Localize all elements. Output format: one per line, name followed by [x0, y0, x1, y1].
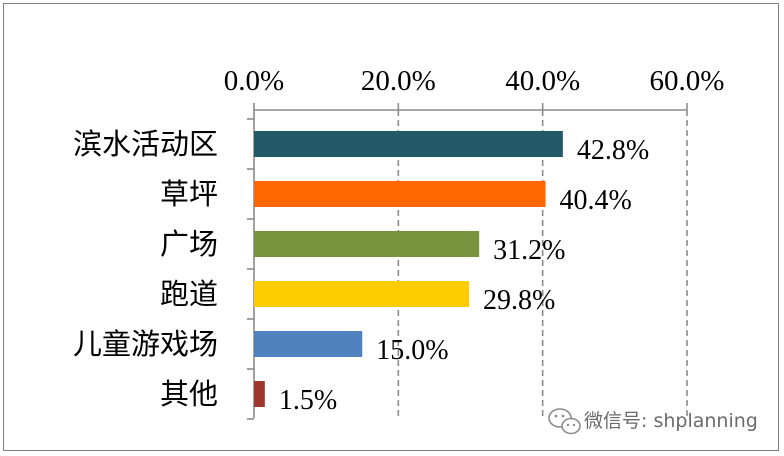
- watermark-text: 微信号: shplanning: [584, 410, 758, 432]
- value-label-2: 31.2%: [493, 235, 565, 266]
- value-label-3: 29.8%: [483, 285, 555, 316]
- wechat-icon: [548, 408, 581, 435]
- bar-5: [254, 381, 265, 407]
- value-label-1: 40.4%: [560, 185, 632, 216]
- labels: 滨水活动区 42.8% 草坪 40.4% 广场 31.2% 跑道 29.8% 儿童游戏场 15.0…: [73, 127, 649, 416]
- axes: 0.0% 20.0% 40.0% 60.0%: [224, 65, 725, 420]
- x-tick-label-2: 40.0%: [505, 65, 580, 97]
- bar-0: [254, 131, 563, 157]
- bar-3: [254, 281, 470, 307]
- bar-4: [254, 331, 363, 357]
- value-label-5: 1.5%: [279, 385, 337, 416]
- category-label-2: 广场: [160, 227, 218, 261]
- x-tick-label-0: 0.0%: [224, 65, 284, 97]
- chart-frame: [3, 3, 779, 451]
- value-label-4: 15.0%: [376, 335, 448, 366]
- category-label-1: 草坪: [160, 177, 218, 211]
- bar-2: [254, 231, 480, 257]
- gridlines: [397, 110, 688, 418]
- category-label-4: 儿童游戏场: [73, 327, 218, 361]
- value-label-0: 42.8%: [577, 135, 649, 166]
- category-label-0: 滨水活动区: [73, 127, 218, 161]
- x-tick-label-3: 60.0%: [650, 65, 725, 97]
- category-label-5: 其他: [160, 377, 218, 411]
- category-label-3: 跑道: [160, 277, 218, 311]
- x-tick-label-1: 20.0%: [361, 65, 436, 97]
- watermark: 微信号: shplanning: [548, 408, 758, 435]
- bar-1: [254, 181, 546, 207]
- bars: [254, 131, 563, 407]
